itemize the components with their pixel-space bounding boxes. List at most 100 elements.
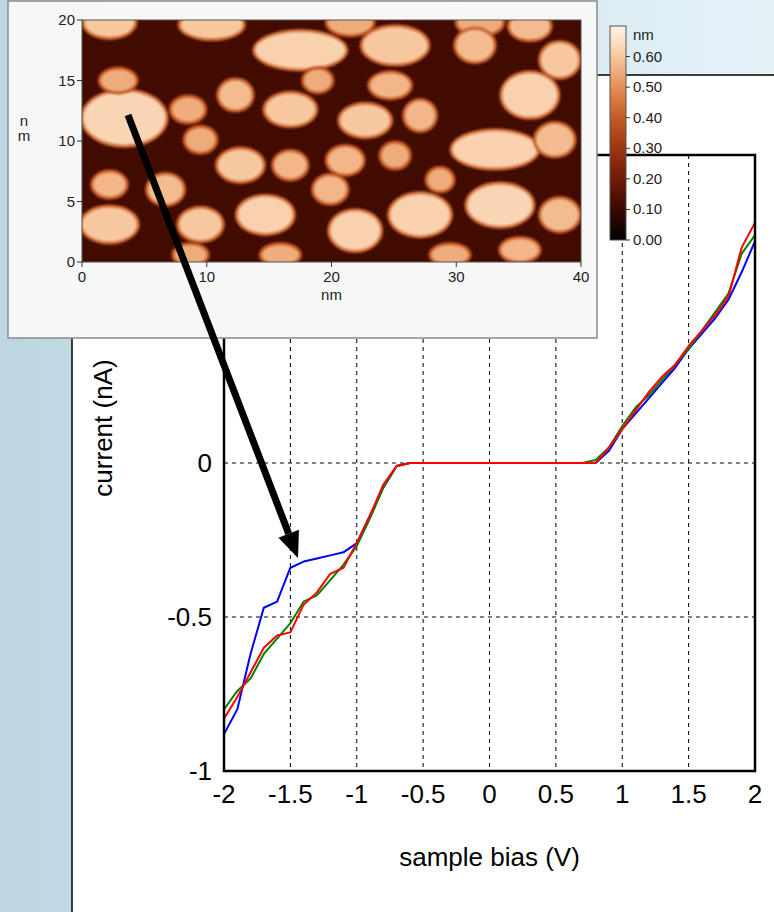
island [428, 169, 453, 191]
island [502, 73, 557, 117]
island-halo [98, 67, 139, 95]
colorbar-title: nm [633, 26, 654, 43]
island-halo [235, 194, 296, 236]
y-tick-label: -1 [189, 756, 212, 786]
colorbar-tick [626, 209, 630, 210]
inset-y-tick-label: 15 [58, 72, 75, 89]
island [340, 105, 390, 136]
inset-x-tick-label: 40 [573, 268, 590, 285]
inset-x-tick-label: 30 [448, 268, 465, 285]
inset-x-tick [581, 262, 582, 267]
island [238, 197, 293, 233]
island-halo [82, 20, 137, 40]
island [186, 128, 216, 152]
island-halo [82, 88, 169, 147]
island-halo [428, 242, 471, 262]
arrow-shaft [128, 115, 289, 534]
inset-y-axis-title: nm [18, 112, 31, 144]
island [262, 245, 299, 262]
island [82, 208, 137, 242]
island [390, 194, 450, 235]
scan-line [82, 72, 581, 73]
island-halo [271, 149, 309, 182]
inset-x-tick [82, 262, 83, 267]
y-axis-title: current (nA) [88, 359, 118, 496]
inset-y-axis-title-part: m [18, 127, 31, 144]
inset-y-tick-label: 20 [58, 11, 75, 28]
island-halo [169, 94, 207, 124]
colorbar-tick [626, 178, 630, 179]
inset-y-tick [77, 141, 82, 142]
colorbar-tick [626, 240, 630, 241]
island [255, 32, 345, 68]
y-tick-label: 0 [198, 448, 212, 478]
island-halo [90, 169, 128, 199]
island [101, 70, 136, 92]
island [219, 81, 251, 110]
island-halo [507, 20, 553, 42]
inset-y-tick [77, 201, 82, 202]
island-halo [216, 78, 254, 113]
x-axis-title: sample bias (V) [399, 842, 580, 872]
island [510, 20, 550, 39]
colorbar-tick-label: 0.00 [633, 231, 662, 248]
colorbar-tick-label: 0.60 [633, 48, 662, 65]
colorbar-tick-label: 0.30 [633, 139, 662, 156]
colorbar-tick-label: 0.20 [633, 170, 662, 187]
island-halo [176, 206, 224, 243]
island [304, 70, 331, 92]
island-halo [450, 128, 541, 170]
island [431, 245, 468, 262]
island-halo [499, 70, 560, 120]
island [453, 131, 538, 167]
island-halo [82, 205, 140, 245]
island [84, 20, 134, 37]
island-halo [327, 208, 383, 253]
colorbar-tick [626, 56, 630, 57]
island-halo [183, 125, 219, 155]
island-halo [178, 20, 246, 41]
inset-x-tick [331, 262, 332, 267]
arrow-head [278, 530, 299, 558]
island [218, 149, 263, 180]
island [83, 91, 165, 144]
colorbar-tick-label: 0.10 [633, 200, 662, 217]
island-halo [498, 236, 541, 262]
inset-x-tick [206, 262, 207, 267]
colorbar [610, 26, 626, 240]
inset-y-tick [77, 80, 82, 81]
y-tick-label: -0.5 [167, 602, 212, 632]
island [93, 172, 125, 196]
x-grid-line [622, 155, 623, 771]
colorbar-tick [626, 117, 630, 118]
image-background [82, 20, 581, 262]
island-halo [252, 29, 348, 71]
x-tick-label: -1 [345, 779, 368, 809]
island [179, 209, 221, 240]
inset-x-tick-label: 0 [78, 268, 86, 285]
scan-line [82, 68, 581, 69]
island-halo [402, 98, 438, 133]
colorbar-tick [626, 148, 630, 149]
white-panel [72, 75, 774, 912]
island [265, 94, 315, 125]
x-tick-label: 1.5 [671, 779, 707, 809]
island [181, 20, 243, 38]
image-frame [82, 20, 581, 262]
x-tick-label: -0.5 [401, 779, 446, 809]
island-halo [425, 166, 456, 194]
island [467, 185, 532, 226]
inset-y-tick [77, 262, 82, 263]
island-halo [259, 242, 302, 262]
inset-x-tick-label: 10 [198, 268, 215, 285]
inset-y-tick-label: 0 [67, 253, 75, 270]
island [405, 101, 435, 130]
inset-y-tick [77, 20, 82, 21]
inset-y-tick-label: 5 [67, 193, 75, 210]
island [370, 73, 410, 97]
island [330, 211, 380, 250]
island-halo [378, 140, 411, 170]
island-halo [325, 144, 366, 177]
island [536, 124, 573, 155]
x-tick-label: 1 [615, 779, 629, 809]
